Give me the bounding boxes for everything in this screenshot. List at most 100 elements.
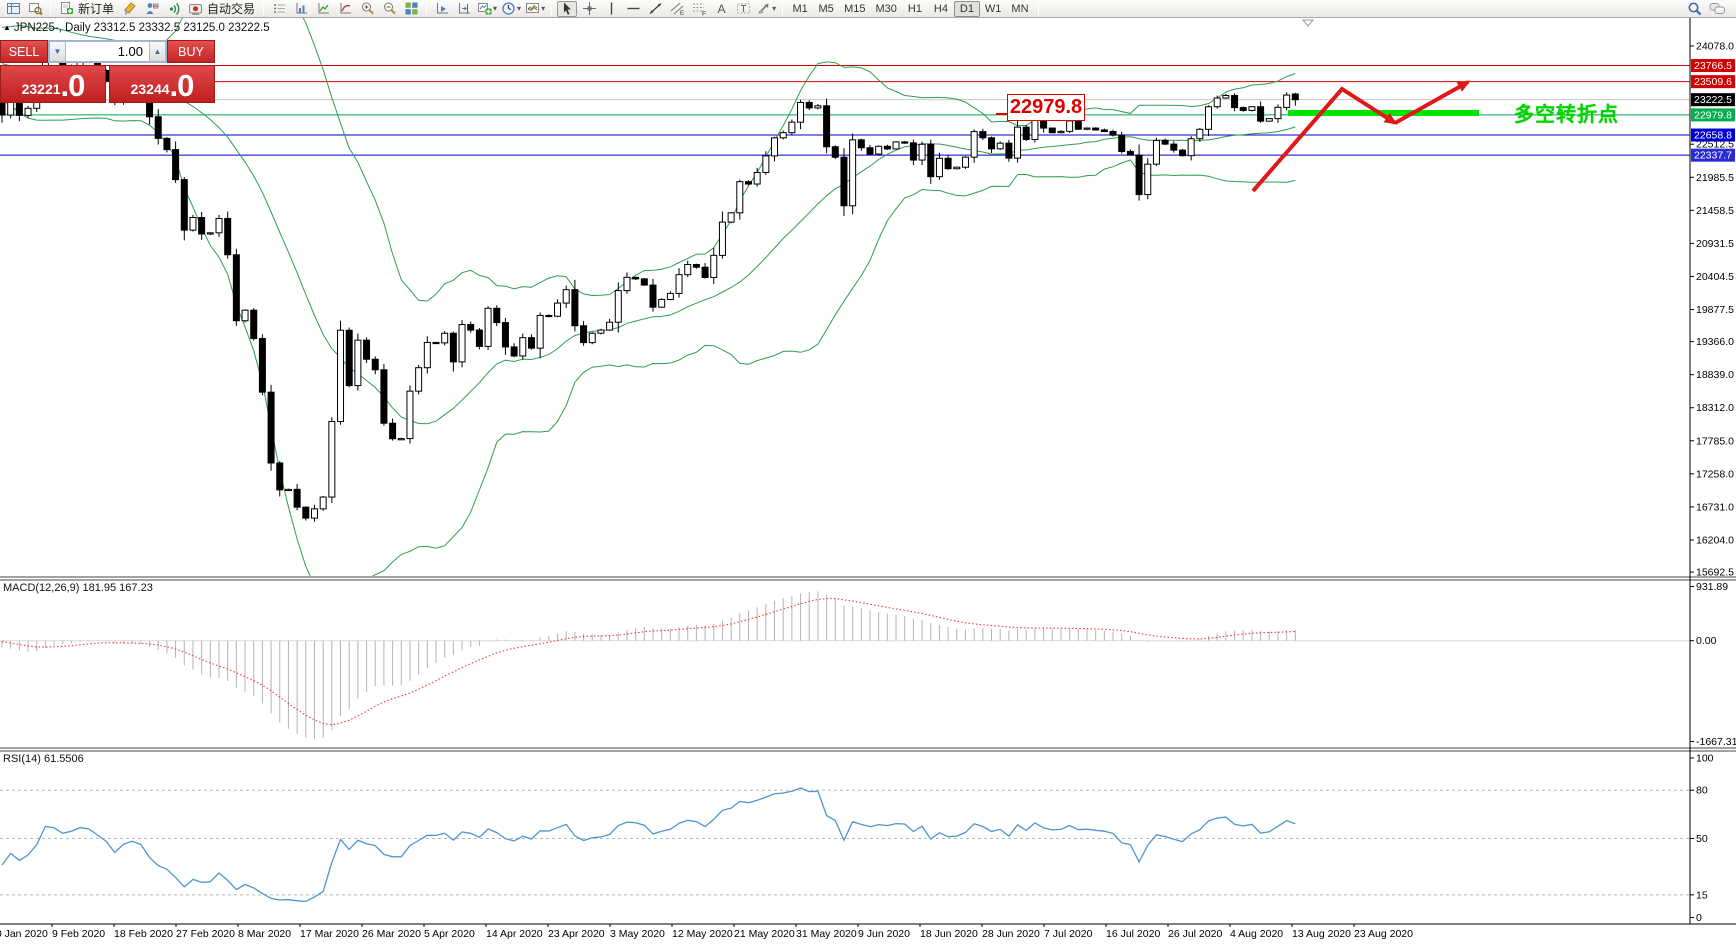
cursor-icon[interactable]	[557, 0, 578, 17]
svg-text:A: A	[717, 2, 725, 16]
price-tick-label: 18839.0	[1696, 369, 1734, 381]
svg-text:T: T	[740, 4, 746, 15]
candle-body	[883, 145, 891, 150]
price-label-text: 23766.5	[1694, 60, 1732, 72]
zigzag-arrow-up[interactable]	[1394, 80, 1471, 125]
chart-shift-icon[interactable]	[454, 1, 474, 17]
signals-icon[interactable]	[163, 1, 183, 17]
strategy-tester-icon[interactable]	[141, 1, 161, 17]
candle-body	[901, 141, 909, 144]
metaeditor-icon[interactable]	[119, 1, 139, 17]
arrows-icon[interactable]: ▾	[755, 1, 777, 17]
zoom-in-icon[interactable]	[357, 1, 377, 17]
rsi-axis: 100 80 50 15 0	[1690, 753, 1714, 924]
tab-timeframe-m1[interactable]: M1	[792, 2, 808, 15]
green-bar-object[interactable]	[1288, 110, 1479, 116]
charts-list-icon[interactable]	[3, 1, 23, 17]
date-label: 7 Jul 2020	[1044, 928, 1093, 940]
new-order-label[interactable]: 新订单	[78, 2, 115, 16]
price-tick-label: 24078.0	[1696, 41, 1734, 53]
objects-window-icon[interactable]	[313, 1, 333, 17]
candle-body	[545, 314, 553, 318]
zoom-out-icon[interactable]	[379, 1, 399, 17]
tab-timeframe-d1[interactable]: D1	[953, 0, 980, 17]
tab-timeframe-h4[interactable]: H4	[933, 2, 948, 15]
candle-body	[996, 142, 1004, 150]
candle-body	[1170, 143, 1178, 151]
turning-point-note[interactable]: 多空转折点	[1514, 104, 1619, 126]
tab-timeframe-m30[interactable]: M30	[875, 2, 897, 15]
rsi-tick-label: 0	[1696, 912, 1702, 924]
candle-body	[250, 309, 258, 339]
zigzag-arrow-down[interactable]	[1251, 86, 1398, 193]
candle-body	[519, 337, 527, 357]
price-label-box	[1691, 75, 1735, 89]
text-icon[interactable]: A	[711, 1, 731, 17]
tile-windows-icon[interactable]	[401, 1, 421, 17]
volume-decrease-button[interactable]: ▼	[49, 41, 66, 62]
buy-price-display[interactable]: 23244.0	[109, 65, 215, 103]
candle-body	[805, 101, 813, 109]
buy-price-main: 23244	[130, 81, 170, 97]
macd-layer	[0, 591, 1690, 739]
candle-body	[736, 181, 744, 214]
date-label: 3 May 2020	[610, 928, 665, 940]
template-curve-icon[interactable]	[335, 1, 355, 17]
price-callout-box[interactable]: 22979.8	[1007, 94, 1085, 121]
candle-body	[623, 276, 631, 292]
buy-button[interactable]: BUY	[167, 40, 215, 63]
indicator-list-icon[interactable]	[269, 1, 289, 17]
horizontal-line-icon[interactable]	[623, 1, 643, 17]
candle-body	[536, 314, 544, 349]
candle-body	[241, 309, 249, 322]
price-tick-label: 15692.5	[1696, 567, 1734, 579]
candle-body	[588, 332, 596, 344]
search-icon[interactable]	[1685, 1, 1705, 17]
candle-body	[1074, 120, 1082, 130]
community-icon[interactable]	[1707, 1, 1727, 17]
candle-body	[710, 254, 718, 278]
new-chart-icon[interactable]: ▾	[476, 1, 498, 17]
autoscroll-icon[interactable]	[432, 1, 452, 17]
volume-input[interactable]	[66, 41, 149, 62]
period-clock-icon[interactable]: ▾	[500, 1, 522, 17]
chart-template-icon[interactable]: ▾	[524, 1, 546, 17]
trendline-icon[interactable]	[645, 1, 665, 17]
candle-body	[927, 143, 935, 178]
tab-timeframe-m5[interactable]: M5	[818, 2, 834, 15]
toolbar-separator	[1037, 1, 1039, 16]
volume-increase-button[interactable]: ▲	[149, 41, 166, 62]
new-order-icon[interactable]	[56, 1, 76, 17]
candle-body	[1118, 134, 1126, 152]
candle-body	[1178, 149, 1186, 157]
candle-body	[180, 179, 188, 231]
indicator-window-icon[interactable]	[291, 1, 311, 17]
chart-shift-marker[interactable]	[1301, 19, 1315, 27]
candle-body	[935, 157, 943, 178]
candle-body	[232, 254, 240, 322]
date-label: 5 Apr 2020	[424, 928, 475, 940]
sell-price-display[interactable]: 23221.0	[0, 65, 106, 103]
chart-title-text: JPN225-, Daily 23312.5 23332.5 23125.0 2…	[13, 22, 270, 34]
candle-body	[276, 462, 284, 491]
autotrading-icon[interactable]	[185, 1, 205, 17]
collapse-icon[interactable]: ▲	[3, 23, 11, 32]
tab-timeframe-w1[interactable]: W1	[984, 2, 1002, 15]
channel-icon[interactable]: E	[667, 1, 687, 17]
sell-button[interactable]: SELL	[0, 40, 48, 63]
crosshair-icon[interactable]	[579, 1, 599, 17]
price-label-text: 22658.8	[1694, 130, 1732, 142]
tab-timeframe-m15[interactable]: M15	[844, 2, 866, 15]
tab-timeframe-mn[interactable]: MN	[1011, 2, 1029, 15]
text-label-icon[interactable]: T	[733, 1, 753, 17]
fibonacci-icon[interactable]: F	[689, 1, 709, 17]
autotrading-label[interactable]: 自动交易	[207, 2, 256, 16]
tab-timeframe-h1[interactable]: H1	[907, 2, 922, 15]
data-preview-icon[interactable]	[25, 1, 45, 17]
price-label-box	[1691, 128, 1735, 142]
vertical-line-icon[interactable]	[601, 1, 621, 17]
candle-body	[415, 367, 423, 392]
